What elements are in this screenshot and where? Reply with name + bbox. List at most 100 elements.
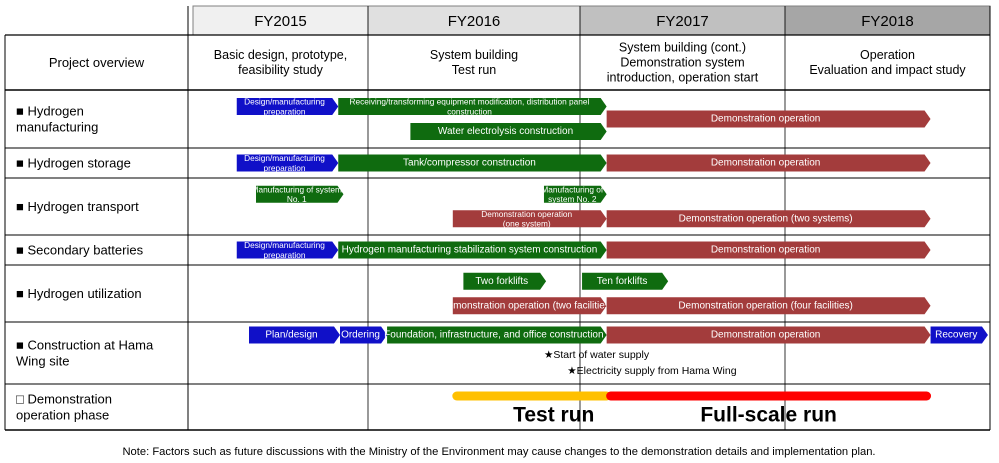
gantt-bar: Hydrogen manufacturing stabilization sys… xyxy=(338,241,607,259)
gantt-bar-shape xyxy=(236,241,339,259)
gantt-bar-label: Demonstration operation xyxy=(711,114,821,125)
year-overview-text: System building (cont.) xyxy=(619,41,746,55)
gantt-bar: Demonstration operation xyxy=(606,154,931,172)
gantt-bar-label: system No. 2 xyxy=(548,194,597,204)
milestone-note: ★Electricity supply from Hama Wing xyxy=(567,365,736,377)
gantt-bar-shape xyxy=(236,98,339,115)
gantt-bar: Recovery xyxy=(930,326,988,344)
year-header-cell xyxy=(579,5,786,36)
year-overview-text: feasibility study xyxy=(238,63,324,77)
row-label: ■ Construction at Hama xyxy=(16,338,154,353)
gantt-bar: Demonstration operation (two facilities) xyxy=(440,297,613,315)
gantt-bar-shape xyxy=(338,154,607,172)
gantt-bar: Ten forklifts xyxy=(582,272,669,290)
project-overview-header: Project overview xyxy=(49,55,145,70)
gantt-bar: Demonstration operation xyxy=(606,241,931,259)
year-header-cell xyxy=(192,5,369,36)
gantt-bar-label: (one system) xyxy=(503,219,551,229)
year-header-cell xyxy=(367,5,581,36)
gantt-bar-shape xyxy=(256,185,344,203)
year-header-label: FY2017 xyxy=(656,13,709,30)
gantt-bar-label: Ordering xyxy=(341,330,380,341)
gantt-bar: Demonstration operation xyxy=(606,110,931,128)
gantt-bar-label: Manufacturing of xyxy=(541,184,603,194)
gantt-bar-shape xyxy=(387,326,607,344)
gantt-bar-shape xyxy=(606,297,931,315)
gantt-bar-shape xyxy=(582,272,669,290)
gantt-bar-shape xyxy=(606,110,931,128)
gantt-bar: Two forklifts xyxy=(463,272,547,290)
gantt-bar-shape xyxy=(930,326,988,344)
gantt-bar: Water electrolysis construction xyxy=(410,123,607,140)
gantt-bar-label: Demonstration operation xyxy=(711,158,821,169)
gantt-bar-label: Foundation, infrastructure, and office c… xyxy=(384,330,603,341)
row-label: □ Demonstration xyxy=(16,392,112,407)
gantt-bar-shape xyxy=(543,185,607,203)
row-label: ■ Hydrogen storage xyxy=(16,156,131,171)
gantt-bar-label: preparation xyxy=(264,250,306,260)
gantt-bar-label: Water electrolysis construction xyxy=(438,126,573,137)
gantt-bar-shape xyxy=(452,297,607,315)
gantt-bar: Plan/design xyxy=(249,326,340,344)
gantt-bar-label: Demonstration operation (two facilities) xyxy=(440,300,613,311)
year-overview-text: Demonstration system xyxy=(620,56,744,70)
gantt-bar: Receiving/transforming equipment modific… xyxy=(338,97,607,116)
gantt-bar-label: Demonstration operation xyxy=(711,330,821,341)
gantt-bar: Ordering xyxy=(340,326,388,344)
gantt-bar: Tank/compressor construction xyxy=(338,154,607,172)
gantt-bar: Demonstration operation (four facilities… xyxy=(606,297,931,315)
phase-label: Full-scale run xyxy=(700,404,837,427)
row-label: ■ Hydrogen utilization xyxy=(16,286,142,301)
row-label: ■ Hydrogen transport xyxy=(16,199,139,214)
year-overview-text: Basic design, prototype, xyxy=(214,48,347,62)
gantt-bar-label: Hydrogen manufacturing stabilization sys… xyxy=(342,245,598,256)
gantt-bar-shape xyxy=(340,326,388,344)
gantt-bar-shape xyxy=(606,154,931,172)
row-label: manufacturing xyxy=(16,119,98,134)
milestone-note: ★Start of water supply xyxy=(544,349,650,361)
gantt-bar-label: Manufacturing of system xyxy=(252,184,342,194)
year-overview-text: introduction, operation start xyxy=(607,71,759,85)
year-header-label: FY2016 xyxy=(448,13,501,30)
gantt-bar-label: Design/manufacturing xyxy=(244,97,325,107)
gantt-bar-shape xyxy=(452,210,607,228)
year-overview-text: Evaluation and impact study xyxy=(809,63,966,77)
gantt-bar-label: Demonstration operation xyxy=(481,209,572,219)
row-label: operation phase xyxy=(16,407,109,422)
year-overview-text: System building xyxy=(430,48,518,62)
gantt-bar: Foundation, infrastructure, and office c… xyxy=(384,326,607,344)
gantt-bar-shape xyxy=(606,241,931,259)
row-label: Wing site xyxy=(16,353,69,368)
row-label: ■ Hydrogen xyxy=(16,104,84,119)
gantt-bar-shape xyxy=(249,326,340,344)
gantt-bar-label: Design/manufacturing xyxy=(244,240,325,250)
gantt-bar-shape xyxy=(236,154,339,172)
gantt-bar-label: No. 1 xyxy=(287,194,307,204)
gantt-bar: Demonstration operation (two systems) xyxy=(606,210,931,228)
gantt-bar-label: Ten forklifts xyxy=(597,276,648,287)
gantt-bar: Demonstration operation(one system) xyxy=(452,209,607,229)
gantt-bar-label: Design/manufacturing xyxy=(244,153,325,163)
row-label: ■ Secondary batteries xyxy=(16,243,144,258)
gantt-bar-label: construction xyxy=(447,106,492,116)
gantt-bar-label: preparation xyxy=(264,106,306,116)
gantt-bar-shape xyxy=(410,123,607,140)
gantt-bar-shape xyxy=(463,272,547,290)
gantt-bar-shape xyxy=(338,98,607,115)
year-header-label: FY2018 xyxy=(861,13,914,30)
gantt-bar-label: Receiving/transforming equipment modific… xyxy=(350,97,590,107)
gantt-bar: Demonstration operation xyxy=(606,326,931,344)
gantt-bar-shape xyxy=(338,241,607,259)
gantt-bar-label: Demonstration operation (two systems) xyxy=(679,213,853,224)
gantt-bar-label: Plan/design xyxy=(265,330,317,341)
gantt-bar-label: preparation xyxy=(264,163,306,173)
year-overview-text: Operation xyxy=(860,48,915,62)
gantt-bar-shape xyxy=(606,326,931,344)
gantt-bar-label: Demonstration operation (four facilities… xyxy=(678,300,853,311)
footnote: Note: Factors such as future discussions… xyxy=(122,446,875,458)
